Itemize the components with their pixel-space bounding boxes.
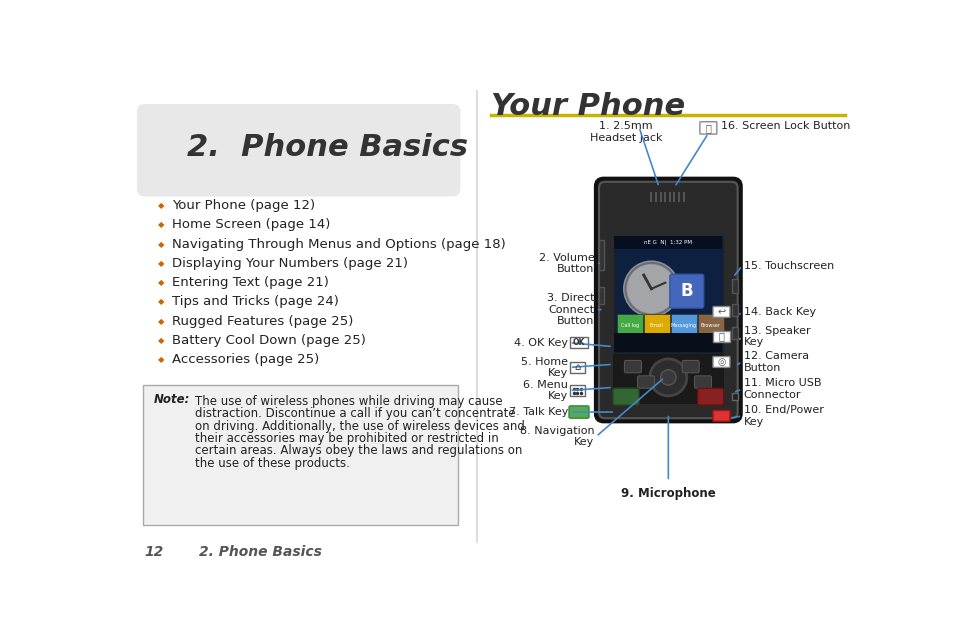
FancyBboxPatch shape	[616, 314, 642, 337]
FancyBboxPatch shape	[624, 361, 640, 373]
Bar	[598, 287, 604, 304]
Bar	[732, 304, 737, 316]
Text: Your Phone: Your Phone	[491, 92, 684, 121]
FancyBboxPatch shape	[712, 410, 729, 421]
FancyBboxPatch shape	[697, 314, 723, 337]
FancyBboxPatch shape	[700, 121, 716, 134]
Text: ◆: ◆	[158, 298, 165, 307]
Text: their accessories may be prohibited or restricted in: their accessories may be prohibited or r…	[194, 432, 498, 445]
Text: Entering Text (page 21): Entering Text (page 21)	[172, 276, 328, 289]
Text: The use of wireless phones while driving may cause: The use of wireless phones while driving…	[194, 395, 502, 408]
Bar	[612, 354, 723, 404]
Text: Battery Cool Down (page 25): Battery Cool Down (page 25)	[172, 334, 365, 347]
Text: B: B	[679, 282, 693, 300]
Text: Displaying Your Numbers (page 21): Displaying Your Numbers (page 21)	[172, 257, 407, 270]
Text: Call log: Call log	[620, 323, 639, 328]
FancyBboxPatch shape	[596, 179, 740, 421]
Text: ◆: ◆	[158, 317, 165, 326]
Bar	[732, 328, 737, 339]
Bar	[732, 393, 737, 401]
Text: 4. OK Key: 4. OK Key	[514, 338, 568, 348]
Text: 9. Microphone: 9. Microphone	[620, 488, 715, 501]
Text: ↩: ↩	[717, 307, 725, 317]
Bar	[732, 279, 737, 293]
Text: Messaging: Messaging	[670, 323, 696, 328]
FancyBboxPatch shape	[613, 236, 722, 353]
Text: 14. Back Key: 14. Back Key	[743, 307, 815, 317]
FancyBboxPatch shape	[712, 307, 729, 317]
Text: ◆: ◆	[158, 355, 165, 364]
Text: ⌂: ⌂	[574, 363, 580, 373]
Text: 13. Speaker
Key: 13. Speaker Key	[743, 326, 809, 347]
FancyBboxPatch shape	[637, 376, 654, 388]
Text: Tips and Tricks (page 24): Tips and Tricks (page 24)	[172, 296, 338, 308]
Text: 5. Home
Key: 5. Home Key	[520, 357, 568, 378]
FancyBboxPatch shape	[712, 357, 729, 368]
Text: 8. Navigation
Key: 8. Navigation Key	[519, 426, 594, 448]
Text: nE G  N|  1:32 PM: nE G N| 1:32 PM	[643, 240, 692, 245]
Text: 1. 2.5mm
Headset Jack: 1. 2.5mm Headset Jack	[589, 121, 661, 142]
FancyBboxPatch shape	[569, 362, 584, 373]
Text: 2. Volume
Button: 2. Volume Button	[538, 252, 594, 274]
FancyBboxPatch shape	[569, 337, 588, 348]
Text: the use of these products.: the use of these products.	[194, 457, 350, 470]
Text: 15. Touchscreen: 15. Touchscreen	[743, 261, 833, 271]
Text: Navigating Through Menus and Options (page 18): Navigating Through Menus and Options (pa…	[172, 238, 505, 251]
FancyBboxPatch shape	[712, 331, 729, 342]
Bar	[598, 240, 604, 270]
Text: 6. Menu
Key: 6. Menu Key	[523, 380, 568, 401]
FancyBboxPatch shape	[681, 361, 699, 373]
Text: Your Phone (page 12): Your Phone (page 12)	[172, 199, 314, 212]
Text: Note:: Note:	[153, 393, 191, 406]
FancyBboxPatch shape	[670, 314, 696, 337]
Text: 2. Phone Basics: 2. Phone Basics	[198, 545, 321, 559]
Circle shape	[623, 261, 679, 317]
FancyBboxPatch shape	[643, 314, 669, 337]
Circle shape	[626, 264, 676, 314]
FancyBboxPatch shape	[612, 388, 639, 405]
FancyBboxPatch shape	[669, 274, 703, 308]
FancyBboxPatch shape	[137, 104, 460, 197]
Text: Accessories (page 25): Accessories (page 25)	[172, 353, 318, 366]
Text: ◆: ◆	[158, 240, 165, 249]
Text: ◆: ◆	[158, 201, 165, 210]
Text: ◆: ◆	[158, 278, 165, 287]
Circle shape	[659, 370, 676, 385]
Text: 16. Screen Lock Button: 16. Screen Lock Button	[720, 121, 849, 131]
FancyBboxPatch shape	[697, 388, 723, 405]
Text: ◎: ◎	[717, 357, 725, 367]
Text: 10. End/Power
Key: 10. End/Power Key	[743, 405, 822, 427]
Text: 7. Talk Key: 7. Talk Key	[508, 407, 568, 417]
Text: 11. Micro USB
Connector: 11. Micro USB Connector	[743, 378, 821, 400]
Text: 12. Camera
Button: 12. Camera Button	[743, 351, 808, 373]
Text: Browser: Browser	[700, 323, 720, 328]
Text: Email: Email	[649, 323, 663, 328]
Text: OK: OK	[572, 338, 584, 347]
Text: Home Screen (page 14): Home Screen (page 14)	[172, 218, 330, 232]
Circle shape	[649, 359, 686, 396]
Text: ⌕: ⌕	[718, 331, 723, 342]
Text: on driving. Additionally, the use of wireless devices and: on driving. Additionally, the use of wir…	[194, 420, 524, 432]
Text: ◆: ◆	[158, 259, 165, 268]
Text: ⚿: ⚿	[704, 123, 711, 133]
Text: distraction. Discontinue a call if you can’t concentrate: distraction. Discontinue a call if you c…	[194, 408, 515, 420]
FancyBboxPatch shape	[568, 406, 588, 418]
Text: Rugged Features (page 25): Rugged Features (page 25)	[172, 315, 353, 328]
Text: ◆: ◆	[158, 221, 165, 230]
Text: ◆: ◆	[158, 336, 165, 345]
Text: certain areas. Always obey the laws and regulations on: certain areas. Always obey the laws and …	[194, 445, 521, 457]
Text: 2.  Phone Basics: 2. Phone Basics	[187, 134, 468, 162]
FancyBboxPatch shape	[569, 385, 584, 396]
FancyBboxPatch shape	[694, 376, 711, 388]
Bar	[614, 333, 721, 352]
Text: 3. Direct
Connect
Button: 3. Direct Connect Button	[546, 293, 594, 326]
Bar	[614, 237, 721, 249]
FancyBboxPatch shape	[143, 385, 457, 525]
Text: 12: 12	[145, 545, 164, 559]
